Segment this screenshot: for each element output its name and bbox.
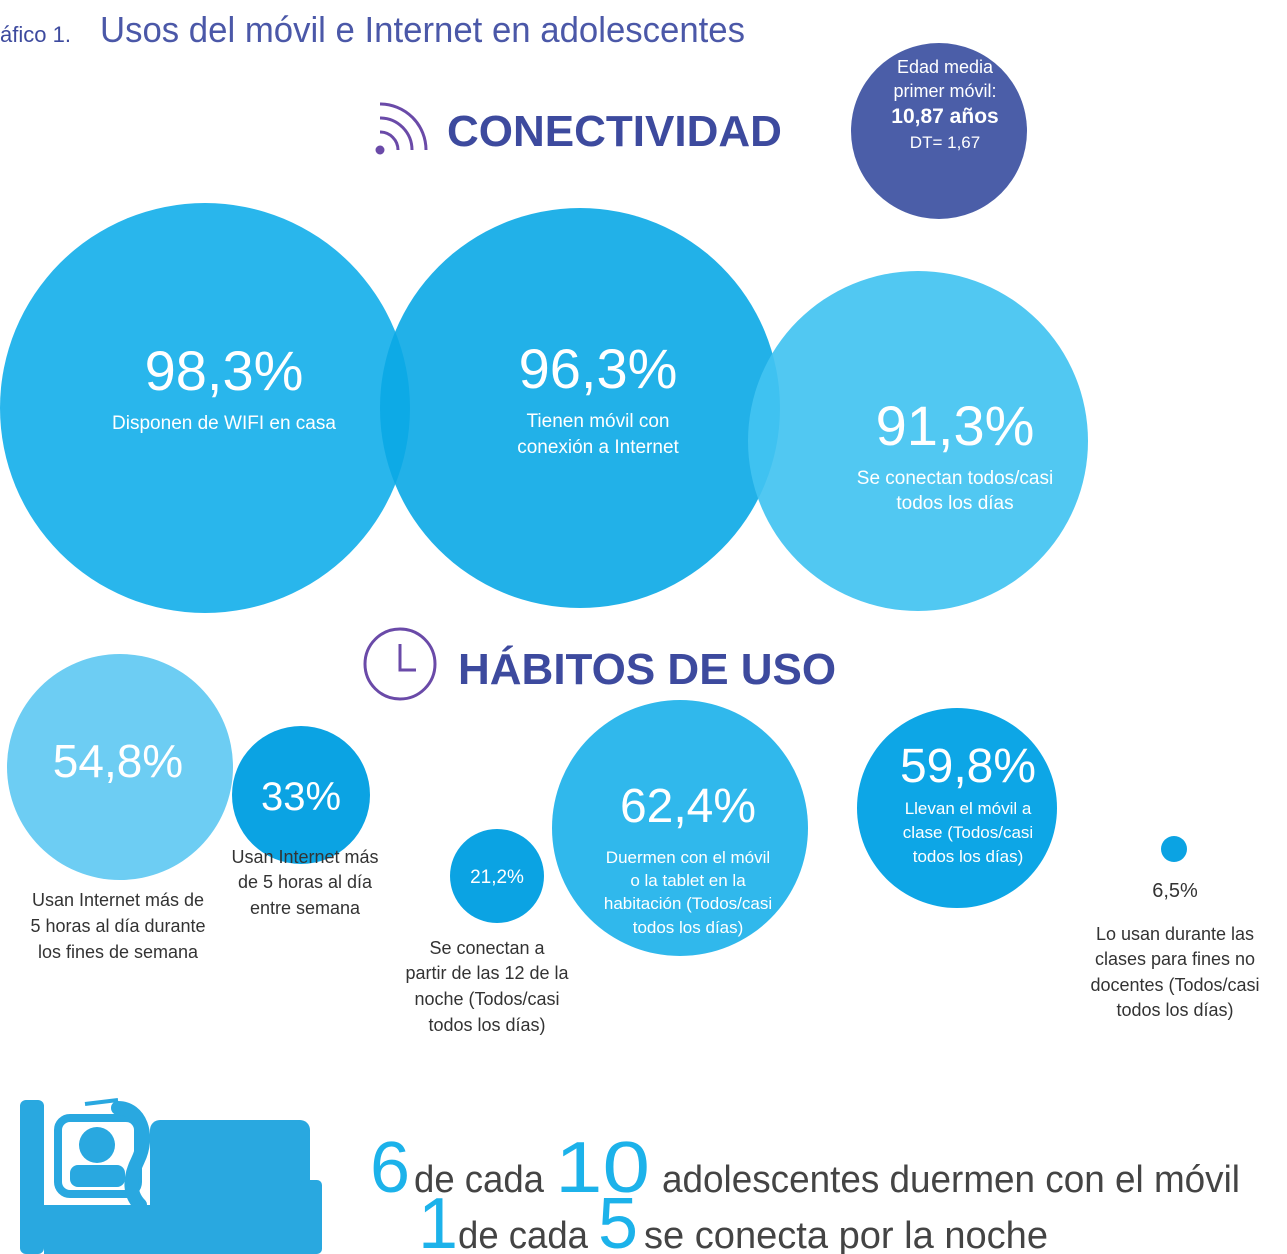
bubble-value: 62,4% (620, 780, 756, 833)
bubble-label: clases para fines no (1095, 949, 1255, 969)
bubble-label: partir de las 12 de la (405, 963, 569, 983)
bubble-value: 21,2% (470, 867, 524, 888)
badge-line: primer móvil: (893, 81, 996, 101)
bubble-label: noche (Todos/casi (414, 989, 559, 1009)
footer-number: 6 (370, 1128, 410, 1208)
bubble-label: habitación (Todos/casi (604, 894, 772, 913)
bubble-label: Lo usan durante las (1096, 924, 1254, 944)
bubble-value: 91,3% (876, 394, 1035, 457)
clock-icon (365, 629, 435, 699)
bubble (380, 208, 780, 608)
bubble-label: Se conectan a (429, 938, 545, 958)
bubble-label: Llevan el móvil a (905, 799, 1032, 818)
bubble-label: docentes (Todos/casi (1090, 975, 1259, 995)
badge-value: 10,87 años (891, 105, 998, 128)
bubble (0, 203, 410, 613)
bubble-label: todos los días) (428, 1015, 545, 1035)
bubble-value: 98,3% (145, 339, 304, 402)
bubble-value: 96,3% (519, 337, 678, 400)
bubble-label: o la tablet en la (630, 871, 746, 890)
footer-number: 1 (418, 1184, 458, 1254)
bubble-label: Duermen con el móvil (606, 848, 770, 867)
bubble-label: entre semana (250, 898, 361, 918)
footer-number: 5 (598, 1184, 638, 1254)
bubble-label: todos los días (896, 493, 1013, 514)
bubble-label: Se conectan todos/casi (857, 468, 1053, 489)
badge-sd: DT= 1,67 (910, 133, 980, 152)
footer-text: de cada (458, 1215, 589, 1254)
bubble-label: Usan Internet más de (32, 890, 204, 910)
bubble-label: clase (Todos/casi (903, 823, 1033, 842)
bubble-value: 33% (261, 775, 341, 819)
infographic: áfico 1. Usos del móvil e Internet en ad… (0, 0, 1287, 1254)
bubble-value: 6,5% (1152, 880, 1198, 902)
bubble-label: todos los días) (633, 918, 744, 937)
footer-text: adolescentes duermen con el móvil (662, 1159, 1240, 1201)
bubble-label: todos los días) (1116, 1000, 1233, 1020)
footer-text: se conecta por la noche (644, 1215, 1048, 1254)
badge-line: Edad media (897, 57, 994, 77)
bubble-label: Tienen móvil con (527, 411, 670, 432)
section-title: HÁBITOS DE USO (458, 644, 836, 694)
bubble-label: conexión a Internet (517, 437, 679, 458)
bubble (1161, 836, 1187, 862)
bubble-label: los fines de semana (38, 942, 199, 962)
bed-icon (20, 1100, 322, 1254)
bubble-label: de 5 horas al día (238, 872, 373, 892)
footer-line: 6 de cada 10 adolescentes duermen con el… (370, 1128, 1240, 1208)
bubble-value: 54,8% (53, 735, 183, 787)
bubble-label: todos los días) (913, 847, 1024, 866)
section-title: CONECTIVIDAD (447, 107, 782, 156)
bubble-value: 59,8% (900, 740, 1036, 793)
bubble-label: Disponen de WIFI en casa (112, 413, 336, 434)
wifi-icon (377, 104, 426, 153)
bubble-label: Usan Internet más (231, 847, 378, 867)
bubble-label: 5 horas al día durante (30, 916, 205, 936)
title-prefix: áfico 1. (0, 22, 71, 47)
title: Usos del móvil e Internet en adolescente… (100, 9, 745, 50)
